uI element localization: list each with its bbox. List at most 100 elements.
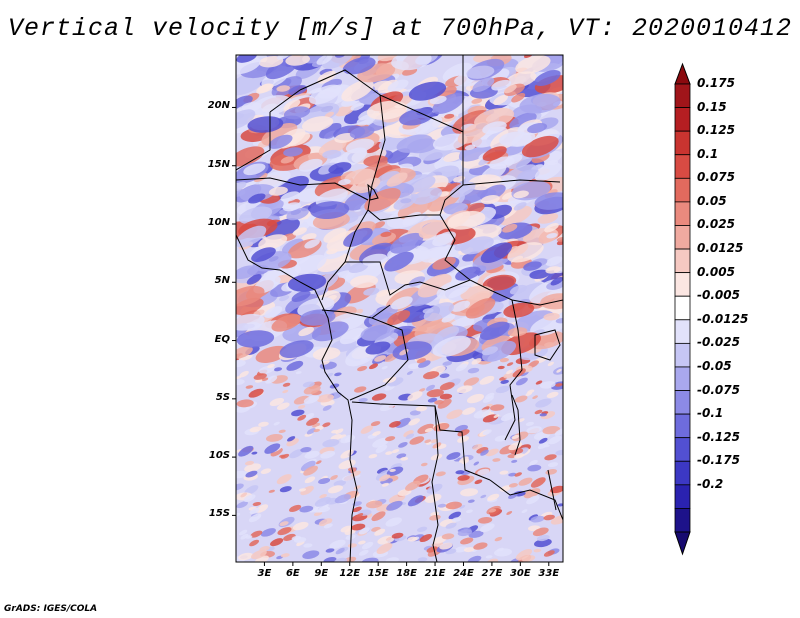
- field-cell: [386, 172, 408, 187]
- field-cell: [334, 133, 356, 143]
- border-libya-chad: [299, 69, 464, 133]
- field-cell: [480, 194, 500, 205]
- field-cell: [460, 488, 479, 497]
- field-cell: [366, 100, 408, 120]
- field-cell: [297, 405, 306, 409]
- field-cell: [482, 146, 507, 161]
- field-cell: [370, 421, 381, 427]
- field-cell: [323, 227, 347, 243]
- field-cell: [416, 358, 427, 364]
- colorbar-label: -0.025: [697, 335, 740, 350]
- field-cell: [395, 417, 411, 428]
- field-cell: [511, 459, 518, 463]
- field-cell: [515, 55, 551, 74]
- country-borders: [236, 55, 563, 562]
- field-cell: [432, 442, 442, 449]
- colorbar-label: 0.0125: [697, 241, 744, 256]
- field-cell: [511, 92, 526, 103]
- field-cell: [482, 121, 507, 135]
- field-cell: [368, 363, 379, 370]
- field-cell: [250, 549, 267, 560]
- coastline: [236, 234, 358, 562]
- field-cell: [236, 55, 257, 63]
- field-cell: [341, 79, 374, 102]
- field-cell: [253, 172, 268, 183]
- field-cell: [492, 458, 501, 462]
- field-cell: [485, 448, 499, 457]
- field-cell: [333, 557, 348, 562]
- field-cell: [499, 357, 509, 363]
- border-drc-angola: [351, 401, 491, 481]
- field-cell: [537, 212, 559, 224]
- field-cell: [417, 423, 435, 434]
- field-cell: [485, 555, 493, 559]
- field-cell: [349, 126, 375, 139]
- colorbar-label: -0.125: [697, 429, 740, 444]
- field-cell: [334, 372, 342, 377]
- field-cell: [473, 461, 480, 466]
- field-cell: [502, 192, 514, 200]
- field-cell: [408, 81, 447, 101]
- field-cell: [380, 231, 392, 237]
- field-cell: [387, 310, 411, 326]
- colorbar-top-cap: [674, 62, 691, 85]
- field-cell: [260, 528, 276, 537]
- axis-ticks: [232, 106, 550, 566]
- colorbar-swatch: [674, 484, 691, 509]
- field-cell: [463, 377, 480, 387]
- field-cell: [379, 474, 391, 482]
- field-cell: [265, 375, 278, 384]
- field-cell: [446, 409, 463, 420]
- field-cell: [494, 435, 508, 442]
- field-cell: [400, 456, 409, 461]
- lon-label: 30E: [509, 568, 531, 579]
- field-cell: [511, 132, 536, 147]
- field-cell: [546, 232, 558, 239]
- field-cell: [280, 553, 290, 558]
- field-cell: [418, 360, 431, 368]
- lat-label: 5N: [214, 275, 230, 287]
- field-cell: [450, 181, 476, 198]
- field-cell: [543, 444, 550, 448]
- border-niger-chad: [367, 94, 386, 221]
- field-cell: [518, 477, 533, 486]
- field-cell: [472, 77, 495, 92]
- colorbar-swatch: [674, 342, 691, 368]
- colorbar-swatch: [674, 107, 691, 132]
- field-cell: [270, 538, 284, 547]
- field-cell: [550, 485, 563, 494]
- field-cell: [249, 539, 260, 547]
- border-niger-nigeria: [236, 177, 369, 201]
- field-cell: [519, 93, 561, 114]
- field-cell: [322, 149, 342, 159]
- field-cell: [268, 134, 293, 149]
- field-cell: [280, 156, 295, 164]
- field-cell: [268, 186, 288, 196]
- field-cell: [304, 239, 320, 249]
- field-cell: [550, 515, 563, 525]
- field-cell: [447, 210, 486, 230]
- field-cell: [375, 444, 388, 454]
- field-cell: [514, 472, 522, 477]
- lake-victoria: [534, 329, 561, 361]
- field-cell: [474, 479, 483, 485]
- field-cell: [343, 227, 373, 247]
- field-cell: [506, 362, 514, 366]
- field-cell: [381, 482, 389, 487]
- field-cell: [315, 460, 322, 465]
- colorbar-swatch: [674, 177, 691, 203]
- field-cell: [463, 547, 475, 553]
- field-cell: [555, 383, 563, 387]
- field-cell: [255, 345, 288, 363]
- field-cell: [512, 431, 529, 442]
- field-cell: [273, 367, 283, 372]
- field-cell: [442, 62, 473, 82]
- field-cell: [539, 413, 547, 417]
- field-cell: [409, 436, 425, 445]
- field-cell: [335, 547, 345, 555]
- field-cell: [479, 321, 510, 341]
- field-cell: [258, 55, 284, 68]
- field-cell: [281, 238, 304, 254]
- field-cell: [547, 462, 559, 468]
